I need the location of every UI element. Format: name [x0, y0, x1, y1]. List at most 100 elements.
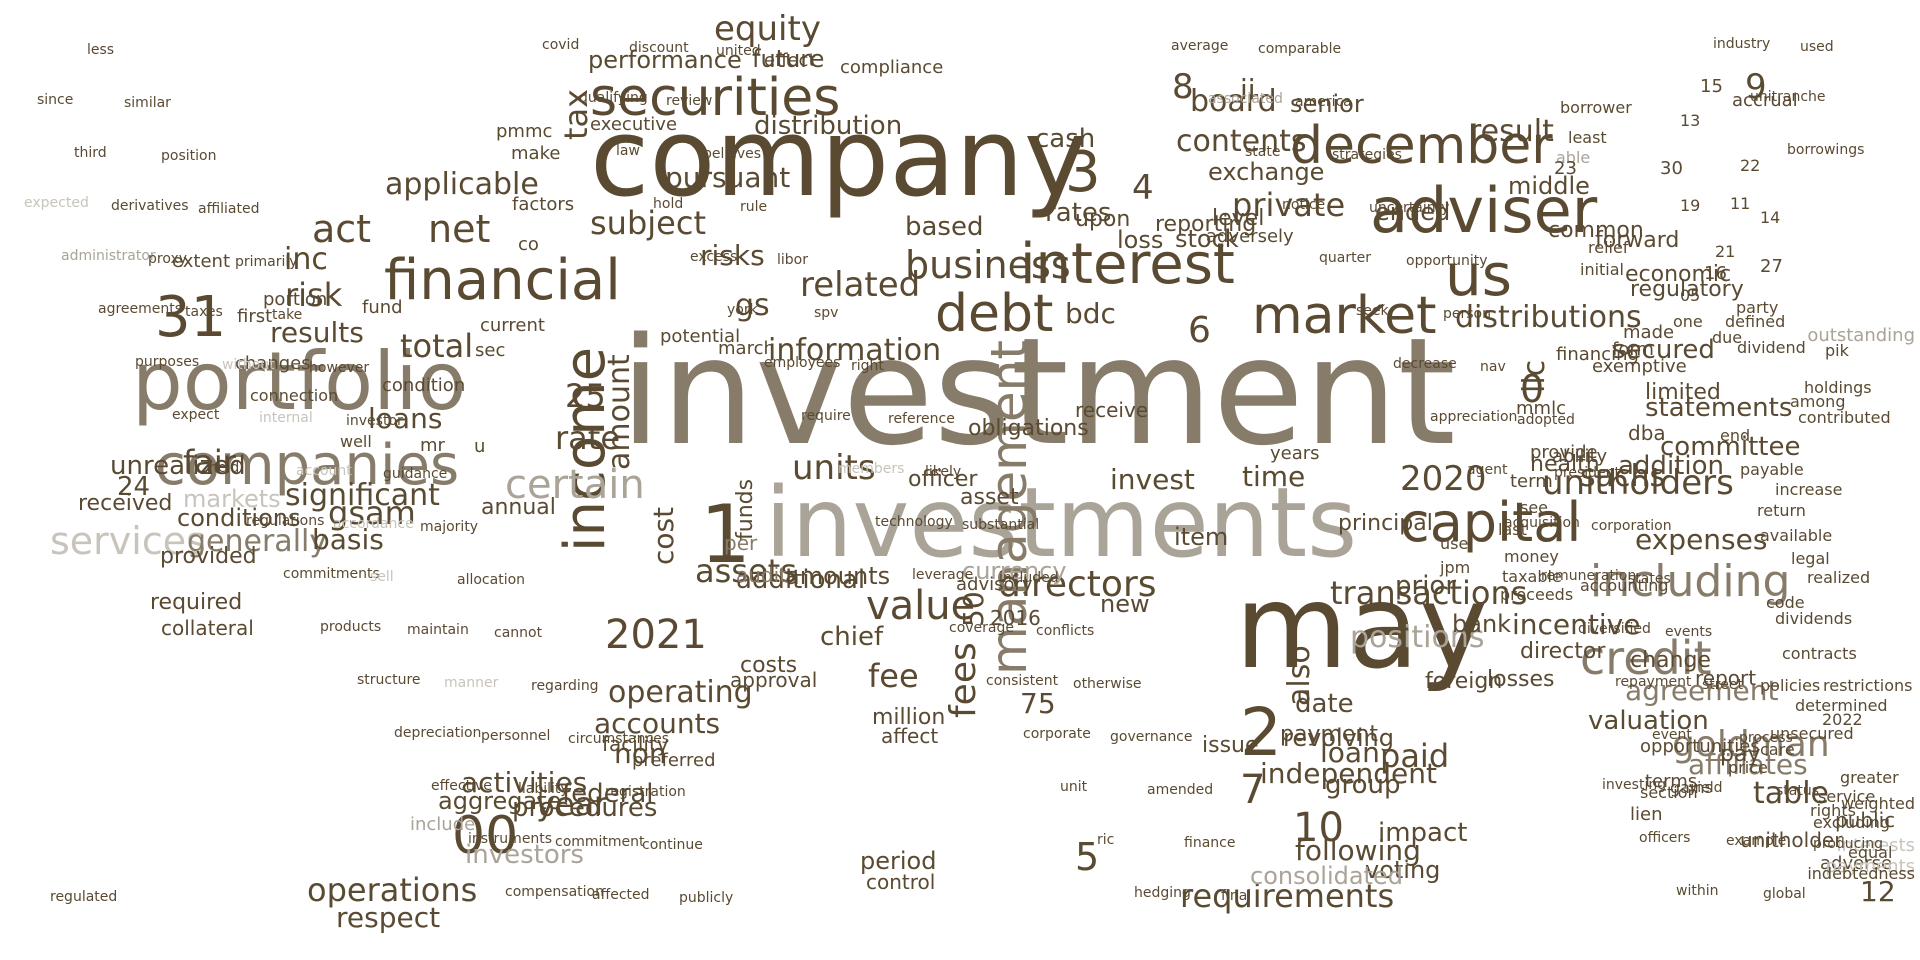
- word-2021: 2021: [605, 612, 707, 658]
- word-group: group: [1325, 770, 1401, 800]
- word-advisory: advisory: [956, 574, 1033, 595]
- word-last: last: [1498, 520, 1527, 539]
- word-outstanding: outstanding: [1807, 325, 1915, 346]
- word-operations: operations: [307, 871, 478, 909]
- word-agreement: agreement: [1625, 674, 1779, 707]
- word-act: act: [312, 207, 372, 251]
- word-relief: relief: [1588, 238, 1629, 257]
- word-control: control: [866, 870, 936, 894]
- word-least: least: [1568, 128, 1607, 147]
- word-associated: associated: [1208, 91, 1283, 107]
- word-weighted: weighted: [1841, 794, 1915, 813]
- word-consistent: consistent: [986, 673, 1059, 689]
- word-cash: cash: [1035, 124, 1096, 154]
- word-borrower: borrower: [1560, 98, 1632, 117]
- word-private: private: [1232, 186, 1346, 224]
- word-allocation: allocation: [457, 572, 526, 588]
- word-8: 8: [1172, 67, 1194, 107]
- word-service: service: [1818, 787, 1876, 806]
- word-exemptive: exemptive: [1592, 356, 1687, 377]
- word-million: million: [872, 705, 946, 730]
- word-collateral: collateral: [161, 616, 254, 640]
- word-basis: basis: [312, 523, 384, 556]
- word-term: term: [1510, 471, 1553, 492]
- word-business: business: [905, 243, 1071, 287]
- word-rate: rate: [555, 419, 620, 457]
- word-review: review: [666, 93, 713, 109]
- word-terms: terms: [1645, 771, 1698, 792]
- word-excluding: excluding: [1813, 813, 1891, 832]
- word-since: since: [37, 92, 74, 108]
- word-following: following: [1295, 834, 1421, 867]
- word-foreign: foreign: [1425, 669, 1503, 694]
- word-facility: facility: [602, 732, 669, 756]
- word-expected: expected: [24, 195, 89, 211]
- word-fund: fund: [362, 297, 403, 318]
- word-changes: changes: [235, 353, 311, 374]
- word-condition: condition: [382, 375, 466, 396]
- word-gs: gs: [735, 288, 770, 323]
- word-regulatory: regulatory: [1630, 277, 1744, 302]
- word-publicly: publicly: [679, 890, 734, 906]
- word-within: within: [1676, 883, 1719, 899]
- word-governance: governance: [1110, 729, 1193, 745]
- word-bank: bank: [1452, 610, 1512, 638]
- word-investments: investments: [765, 467, 1358, 579]
- word-25: 25: [565, 377, 606, 415]
- word-agent: agent: [1467, 462, 1508, 478]
- word-5: 5: [1075, 835, 1100, 879]
- word-sachs: sachs: [1580, 459, 1666, 494]
- word-events: events: [1665, 624, 1713, 640]
- word-otherwise: otherwise: [1073, 676, 1142, 692]
- word-prior: prior: [1395, 571, 1457, 601]
- word-10: 10: [1293, 805, 1344, 851]
- word-public: public: [1835, 808, 1896, 832]
- word-time: time: [1242, 460, 1306, 493]
- word-information: information: [768, 333, 942, 368]
- word-contents: contents: [1176, 124, 1307, 159]
- word-among: among: [1790, 392, 1846, 411]
- word-rates: rates: [1045, 198, 1112, 228]
- word-compensation: compensation: [505, 884, 604, 900]
- word-investment: investment: [620, 306, 1456, 478]
- word-pursuant: pursuant: [665, 161, 791, 194]
- word-ability: ability: [1552, 446, 1608, 467]
- word-regulations: regulations: [246, 513, 325, 529]
- word-march: march: [718, 338, 775, 359]
- word-affiliates: affiliates: [1688, 748, 1808, 781]
- word-incentive: incentive: [1512, 608, 1641, 641]
- word-leverage: leverage: [912, 567, 974, 583]
- word-u: u: [474, 436, 486, 457]
- word-aggregate: aggregate: [438, 787, 562, 815]
- word-future: future: [752, 45, 825, 73]
- word-pay: pay: [1720, 742, 1761, 767]
- word-require: require: [801, 408, 851, 424]
- word-pik: pik: [1825, 341, 1849, 360]
- word-us: us: [1445, 241, 1512, 309]
- word-party: party: [1736, 298, 1779, 317]
- word-indebtedness: indebtedness: [1807, 864, 1915, 883]
- word-fees: fees: [943, 642, 984, 718]
- word-performance: performance: [588, 46, 742, 74]
- word-money: money: [1504, 547, 1559, 566]
- word-portion: portion: [263, 289, 328, 310]
- word-lien: lien: [1630, 804, 1663, 825]
- word-comparable: comparable: [1258, 41, 1342, 57]
- word-markets: markets: [183, 485, 281, 513]
- word-take: take: [272, 307, 303, 323]
- word-generally: generally: [187, 524, 328, 559]
- word-date: date: [1295, 689, 1354, 719]
- word-cannot: cannot: [494, 625, 543, 641]
- word-libor: libor: [777, 252, 808, 268]
- word-operating: operating: [608, 675, 753, 710]
- word-co: co: [518, 234, 539, 255]
- word-credit: credit: [1580, 631, 1712, 685]
- word-excess: excess: [690, 249, 738, 265]
- word-taxes: taxes: [185, 304, 223, 320]
- word-initial: initial: [1580, 260, 1624, 279]
- word-economic: economic: [1625, 262, 1732, 287]
- word-independent: independent: [1260, 757, 1437, 790]
- word-affected: affected: [592, 887, 650, 903]
- word-connection: connection: [250, 386, 339, 405]
